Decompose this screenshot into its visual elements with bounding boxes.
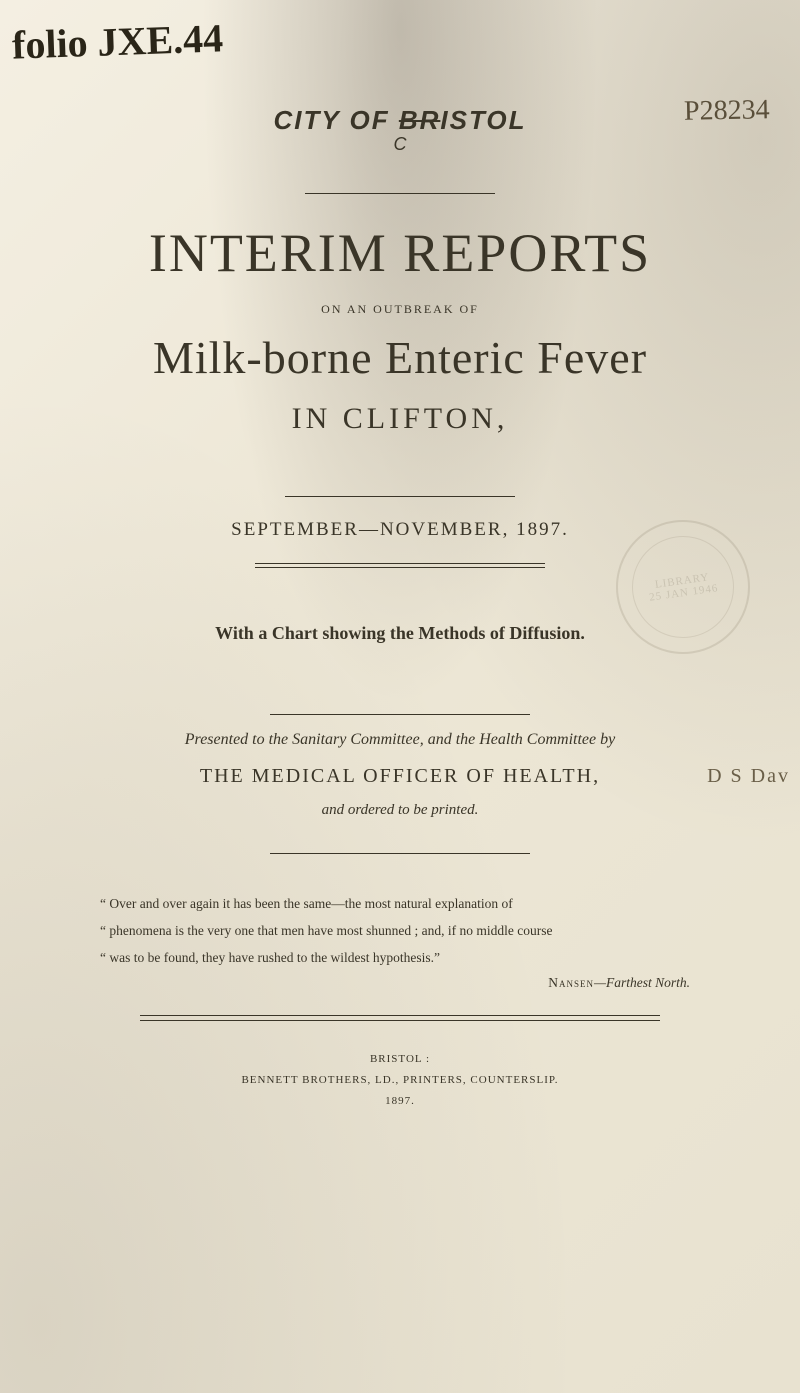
city-pre: CITY OF (274, 105, 399, 135)
quote-attribution: Nansen—Farthest North. (70, 975, 690, 991)
in-clifton: IN CLIFTON, (70, 402, 730, 436)
rule-above-date (285, 496, 515, 497)
chart-description: With a Chart showing the Methods of Diff… (70, 623, 730, 644)
medical-officer: THE MEDICAL OFFICER OF HEALTH, D S Dav (70, 765, 730, 788)
presented-line: Presented to the Sanitary Committee, and… (70, 731, 730, 749)
subtitle-milk-borne: Milk-borne Enteric Fever (70, 331, 730, 384)
date-line: SEPTEMBER—NOVEMBER, 1897. (70, 519, 730, 541)
imprint-place: BRISTOL : (70, 1049, 730, 1070)
city-strike: BR (399, 105, 441, 135)
main-title: INTERIM REPORTS (70, 222, 730, 284)
imprint-printer: BENNETT BROTHERS, LD., PRINTERS, COUNTER… (70, 1070, 730, 1091)
rule-below-ordered (270, 853, 530, 854)
city-sub-c: C (70, 134, 730, 155)
medical-officer-text: THE MEDICAL OFFICER OF HEALTH, (200, 765, 600, 787)
city-post: ISTOL (440, 105, 526, 135)
rule-top (305, 193, 495, 194)
stamp-date: 25 JAN 1946 (648, 582, 719, 604)
rule-above-presented (270, 714, 530, 715)
rule-below-date (255, 563, 545, 568)
quote-line-1: “ Over and over again it has been the sa… (100, 894, 700, 915)
folio-annotation: folio JXE.44 (11, 14, 224, 68)
page-root: folio JXE.44 P28234 CITY OF BRISTOL C IN… (0, 0, 800, 1393)
stamp-top: LIBRARY (654, 571, 710, 590)
imprint-year: 1897. (70, 1091, 730, 1112)
city-of-bristol: CITY OF BRISTOL (70, 105, 730, 136)
quote-line-2: “ phenomena is the very one that men hav… (100, 921, 700, 942)
ordered-line: and ordered to be printed. (70, 802, 730, 819)
quote-title: —Farthest North. (594, 975, 690, 990)
rule-bottom (140, 1015, 660, 1021)
hand-annotation-ds: D S Dav (707, 765, 790, 788)
on-outbreak: ON AN OUTBREAK OF (70, 302, 730, 317)
imprint-block: BRISTOL : BENNETT BROTHERS, LD., PRINTER… (70, 1049, 730, 1112)
quote-line-3: “ was to be found, they have rushed to t… (100, 948, 700, 969)
quote-author: Nansen (548, 975, 594, 990)
ref-annotation: P28234 (684, 94, 770, 127)
